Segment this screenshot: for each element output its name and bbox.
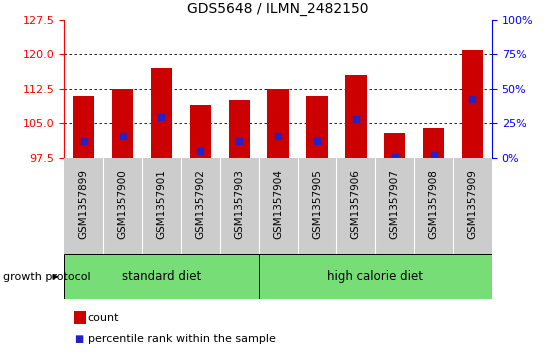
Text: percentile rank within the sample: percentile rank within the sample <box>88 334 276 344</box>
Bar <box>220 158 259 254</box>
Text: GSM1357903: GSM1357903 <box>234 170 244 239</box>
Bar <box>384 132 405 158</box>
Bar <box>423 128 444 158</box>
Bar <box>345 75 367 158</box>
Text: GSM1357904: GSM1357904 <box>273 170 283 239</box>
Title: GDS5648 / ILMN_2482150: GDS5648 / ILMN_2482150 <box>187 2 369 16</box>
Text: GSM1357908: GSM1357908 <box>429 170 439 239</box>
Bar <box>259 254 492 299</box>
Text: growth protocol: growth protocol <box>3 272 91 282</box>
Text: GSM1357902: GSM1357902 <box>195 170 205 239</box>
Bar <box>306 96 328 158</box>
Bar <box>337 158 375 254</box>
Bar <box>414 158 453 254</box>
Bar <box>151 68 172 158</box>
Bar <box>73 96 94 158</box>
Bar <box>375 158 414 254</box>
Bar <box>267 89 289 158</box>
Bar <box>297 158 337 254</box>
Text: standard diet: standard diet <box>122 270 201 283</box>
Bar <box>112 89 133 158</box>
Text: count: count <box>88 313 119 323</box>
Text: GSM1357909: GSM1357909 <box>467 170 477 239</box>
Text: GSM1357899: GSM1357899 <box>79 170 89 240</box>
Bar <box>64 254 259 299</box>
Bar <box>103 158 142 254</box>
Text: GSM1357900: GSM1357900 <box>117 170 127 239</box>
Bar <box>259 158 297 254</box>
Bar <box>181 158 220 254</box>
Bar <box>462 50 483 158</box>
Bar <box>142 158 181 254</box>
Bar <box>453 158 492 254</box>
Text: GSM1357901: GSM1357901 <box>157 170 167 239</box>
Bar <box>64 158 103 254</box>
Text: high calorie diet: high calorie diet <box>327 270 423 283</box>
Text: ■: ■ <box>74 334 83 344</box>
Text: GSM1357907: GSM1357907 <box>390 170 400 239</box>
Text: GSM1357905: GSM1357905 <box>312 170 322 239</box>
Bar <box>229 101 250 158</box>
Text: GSM1357906: GSM1357906 <box>351 170 361 239</box>
Bar <box>190 105 211 158</box>
